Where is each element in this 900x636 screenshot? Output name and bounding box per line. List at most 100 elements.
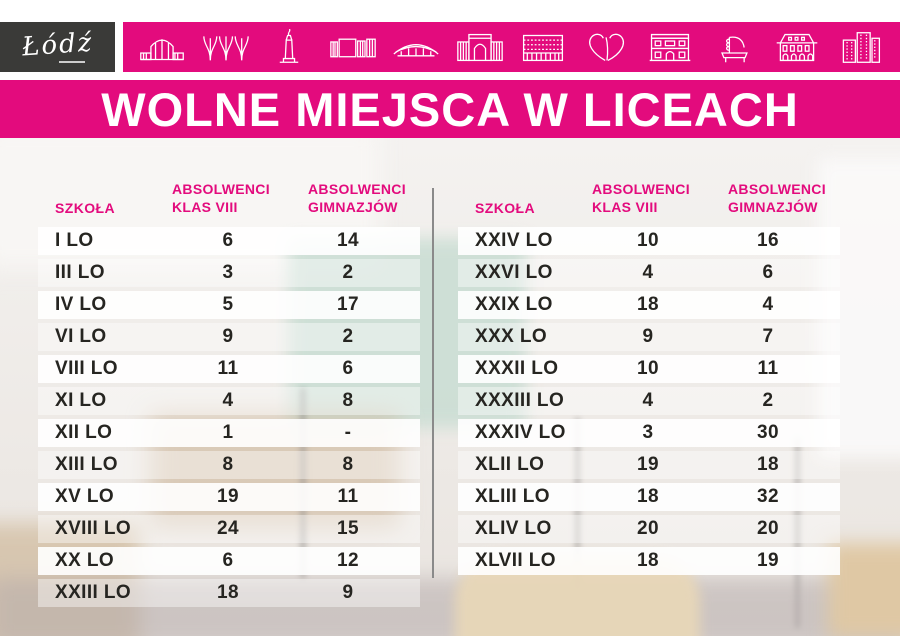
school-name: XXXII LO [475,358,559,379]
header-line: ABSOLWENCI [172,181,270,197]
school-name: XXXIV LO [475,422,566,443]
school-name: XXXIII LO [475,390,565,411]
klas-viii-value: 6 [222,550,234,571]
klas-viii-value: 3 [642,422,654,443]
right-table-header: SZKOŁA ABSOLWENCI KLAS VIII ABSOLWENCI G… [458,170,840,216]
klas-viii-value: 3 [222,262,234,283]
gimnazjow-value: 8 [342,454,354,475]
klas-viii-value: 11 [217,358,239,379]
school-name: XLIII LO [475,486,550,507]
table-row: XXIX LO 18 4 [458,291,840,319]
gimnazjow-value: 9 [342,582,354,603]
palm-arches-icon [202,29,250,66]
table-row: XLIII LO 18 32 [458,483,840,511]
table-divider [432,188,434,578]
school-name: XV LO [55,486,115,507]
klas-viii-value: 18 [637,294,659,315]
school-name: XI LO [55,390,107,411]
table-row: IV LO 5 17 [38,291,420,319]
gimnazjow-value: 19 [757,550,779,571]
klas-viii-value: 4 [642,390,654,411]
klas-viii-value: 5 [222,294,234,315]
photo-chalkboard [288,238,526,428]
school-name: XLVII LO [475,550,556,571]
column-header-gimnazjow: ABSOLWENCI GIMNAZJÓW [728,181,840,216]
table-row: XI LO 4 8 [38,387,420,415]
table-row: XIII LO 8 8 [38,451,420,479]
klas-viii-value: 9 [642,326,654,347]
photo-table-leg [795,438,800,628]
palace-icon [646,29,694,66]
school-name: VIII LO [55,358,118,379]
header-line: ABSOLWENCI [592,181,690,197]
column-header-school: SZKOŁA [475,200,535,216]
gimnazjow-value: 11 [757,358,779,379]
table-row: XX LO 6 12 [38,547,420,575]
gimnazjow-value: 18 [757,454,779,475]
page-title: WOLNE MIEJSCA W LICEACH [101,82,799,136]
gimnazjow-value: 2 [342,326,354,347]
gimnazjow-value: 8 [342,390,354,411]
photo-floor [0,578,900,636]
klas-viii-value: 10 [637,230,659,251]
striped-building-icon [519,29,567,66]
table-row: VIII LO 11 6 [38,355,420,383]
column-header-school: SZKOŁA [55,200,115,216]
school-name: XLII LO [475,454,545,475]
gimnazjow-value: 2 [762,390,774,411]
gimnazjow-value: 20 [757,518,779,539]
gimnazjow-value: - [344,422,352,443]
school-name: XLIV LO [475,518,552,539]
klas-viii-value: 19 [217,486,239,507]
column-header-klas-viii: ABSOLWENCI KLAS VIII [592,181,728,216]
gimnazjow-value: 11 [337,486,359,507]
header-line: GIMNAZJÓW [728,198,818,215]
table-row: XLVII LO 18 19 [458,547,840,575]
header-line: KLAS VIII [172,198,238,215]
table-row: XV LO 19 11 [38,483,420,511]
table-row: XXXII LO 10 11 [458,355,840,383]
arch-gate-icon [456,29,504,66]
klas-viii-value: 6 [222,230,234,251]
table-row: VI LO 9 2 [38,323,420,351]
school-name: VI LO [55,326,107,347]
klas-viii-value: 9 [222,326,234,347]
photo-chair [828,543,900,636]
gimnazjow-value: 30 [757,422,779,443]
right-table-rows: XXIV LO 10 16 XXVI LO 4 6 XXIX LO 18 4 XXX LO 9 7 XX… [458,227,840,575]
table-row: XII LO 1 - [38,419,420,447]
table-row: XXX LO 9 7 [458,323,840,351]
klas-viii-value: 18 [217,582,239,603]
table-row: I LO 6 14 [38,227,420,255]
klas-viii-value: 20 [637,518,659,539]
school-name: XXVI LO [475,262,553,283]
table-row: XLIV LO 20 20 [458,515,840,543]
school-name: I LO [55,230,94,251]
gimnazjow-value: 12 [337,550,359,571]
klas-viii-value: 18 [637,486,659,507]
gimnazjow-value: 16 [757,230,779,251]
table-row: XXIII LO 18 9 [38,579,420,607]
klas-viii-value: 8 [222,454,234,475]
office-tower-icon [836,29,884,66]
city-landmarks-icon-band [123,22,900,72]
school-name: XIII LO [55,454,118,475]
school-name: XXIII LO [55,582,132,603]
klas-viii-value: 24 [217,518,239,539]
gimnazjow-value: 6 [762,262,774,283]
gimnazjow-value: 7 [762,326,774,347]
title-banner: WOLNE MIEJSCA W LICEACH [0,80,900,138]
table-row: XXXIII LO 4 2 [458,387,840,415]
header-line: KLAS VIII [592,198,658,215]
klas-viii-value: 4 [642,262,654,283]
school-name: III LO [55,262,105,283]
table-row: XXVI LO 4 6 [458,259,840,287]
school-name: XXX LO [475,326,548,347]
klas-viii-value: 4 [222,390,234,411]
lodz-logo: Łódź [0,22,115,72]
school-name: IV LO [55,294,107,315]
gimnazjow-value: 15 [337,518,359,539]
school-name: XVIII LO [55,518,132,539]
modern-building-icon [329,29,377,66]
